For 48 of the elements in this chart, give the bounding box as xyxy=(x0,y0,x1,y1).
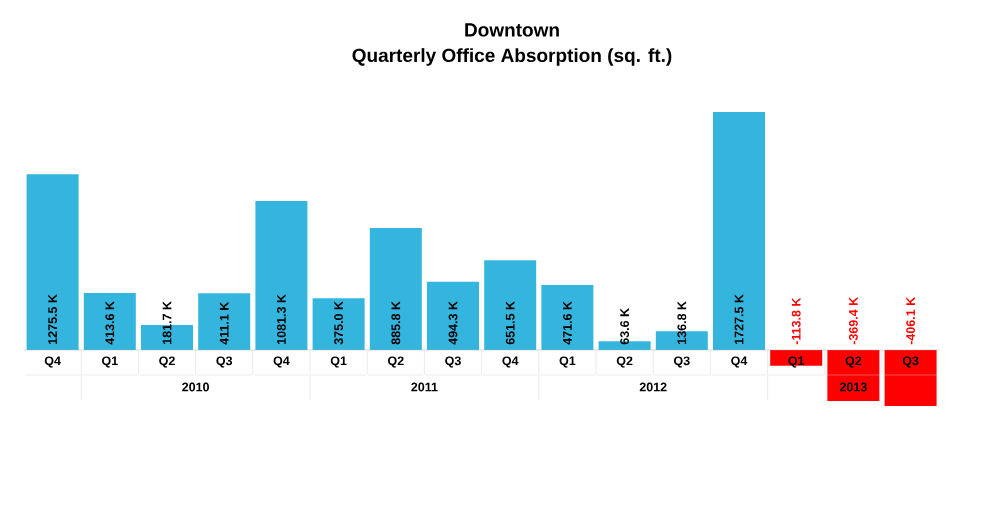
bar xyxy=(255,200,308,350)
x-tick-label: Q3 xyxy=(673,356,690,368)
data-label: 136.8 K xyxy=(677,301,687,344)
data-label: 411.1 K xyxy=(219,301,229,345)
bar xyxy=(484,260,537,350)
data-label: 494.3 K xyxy=(448,301,458,345)
data-label: 1275.5 K xyxy=(48,294,58,344)
x-tick-label: Q1 xyxy=(559,356,576,368)
annotation: 2013 xyxy=(839,382,867,392)
x-tick-label: Q2 xyxy=(845,356,862,368)
data-label: 1081.3 K xyxy=(276,294,286,344)
bar xyxy=(713,111,765,350)
x-tick-label: Q1 xyxy=(788,356,805,368)
bar xyxy=(83,292,136,350)
x-tick-label: Q4 xyxy=(273,356,290,368)
chart-subtitle: Quarterly Office Absorption (sq. ft.) xyxy=(352,48,672,66)
x-tick-label: Q3 xyxy=(445,356,461,368)
annotation: 2011 xyxy=(411,382,438,392)
chart-title: Downtown xyxy=(465,23,559,37)
x-tick-label: Q1 xyxy=(330,356,347,368)
annotation: 2010 xyxy=(182,382,209,392)
x-tick-label: Q4 xyxy=(731,356,748,368)
data-label: 181.7 K xyxy=(162,301,172,344)
annotation: 2012 xyxy=(639,382,667,392)
data-label: -369.4 K xyxy=(848,296,858,345)
x-tick-label: Q2 xyxy=(616,356,633,368)
x-tick-label: Q2 xyxy=(159,356,175,368)
bar xyxy=(541,284,594,350)
data-label: 375.0 K xyxy=(334,301,344,345)
data-label: 1727.5 K xyxy=(734,294,744,344)
bar xyxy=(198,293,251,350)
data-label: -406.1 K xyxy=(906,296,916,345)
x-tick-label: Q4 xyxy=(44,356,61,368)
bar xyxy=(427,281,479,350)
x-tick-label: Q3 xyxy=(902,356,919,368)
bar xyxy=(369,227,422,350)
data-label: 651.5 K xyxy=(505,301,515,345)
data-label: 885.8 K xyxy=(391,301,401,345)
x-tick-label: Q3 xyxy=(216,356,233,368)
x-tick-label: Q4 xyxy=(502,356,519,368)
data-label: -113.8 K xyxy=(791,297,801,345)
bar xyxy=(26,174,79,350)
data-label: 413.6 K xyxy=(105,301,115,345)
data-label: 471.6 K xyxy=(562,301,572,345)
x-tick-label: Q1 xyxy=(101,356,118,368)
data-label: 63.6 K xyxy=(620,308,630,345)
bar xyxy=(312,298,365,350)
x-tick-label: Q2 xyxy=(387,356,404,368)
